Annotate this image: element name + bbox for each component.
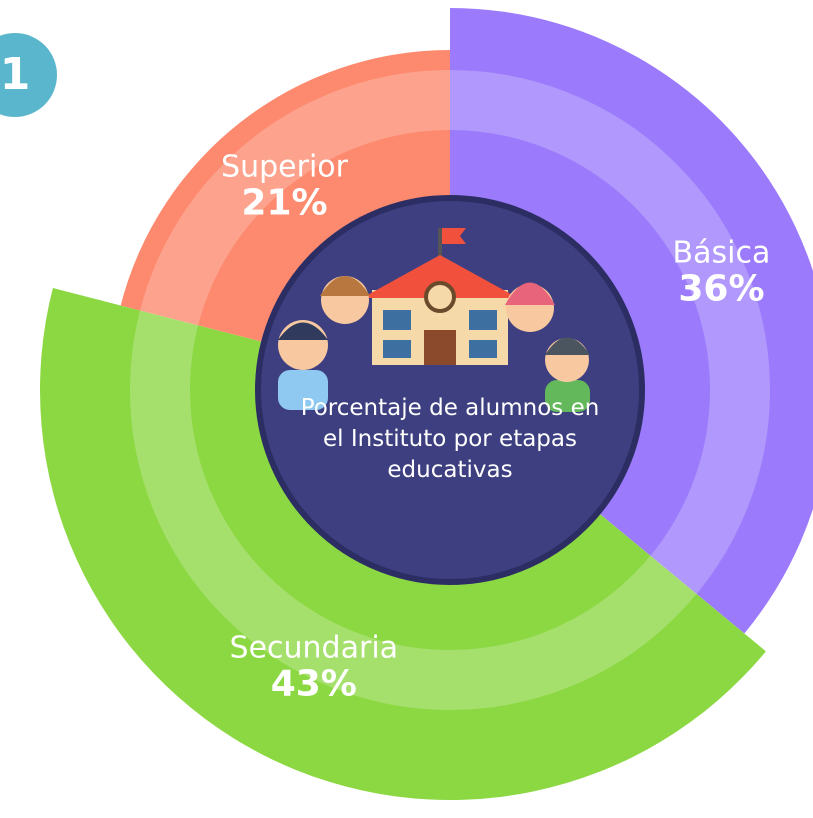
value-label: 21% <box>241 183 327 224</box>
value-label: 36% <box>678 268 764 309</box>
page: {"chart_data": {"type": "pie", "title": … <box>0 0 813 818</box>
category-label: Superior <box>221 150 349 185</box>
center-title: Porcentaje de alumnos en el Instituto po… <box>300 393 600 486</box>
value-label: 43% <box>271 663 357 704</box>
category-label: Secundaria <box>230 630 399 665</box>
category-label: Básica <box>673 235 771 270</box>
badge-number: 1 <box>0 49 30 100</box>
